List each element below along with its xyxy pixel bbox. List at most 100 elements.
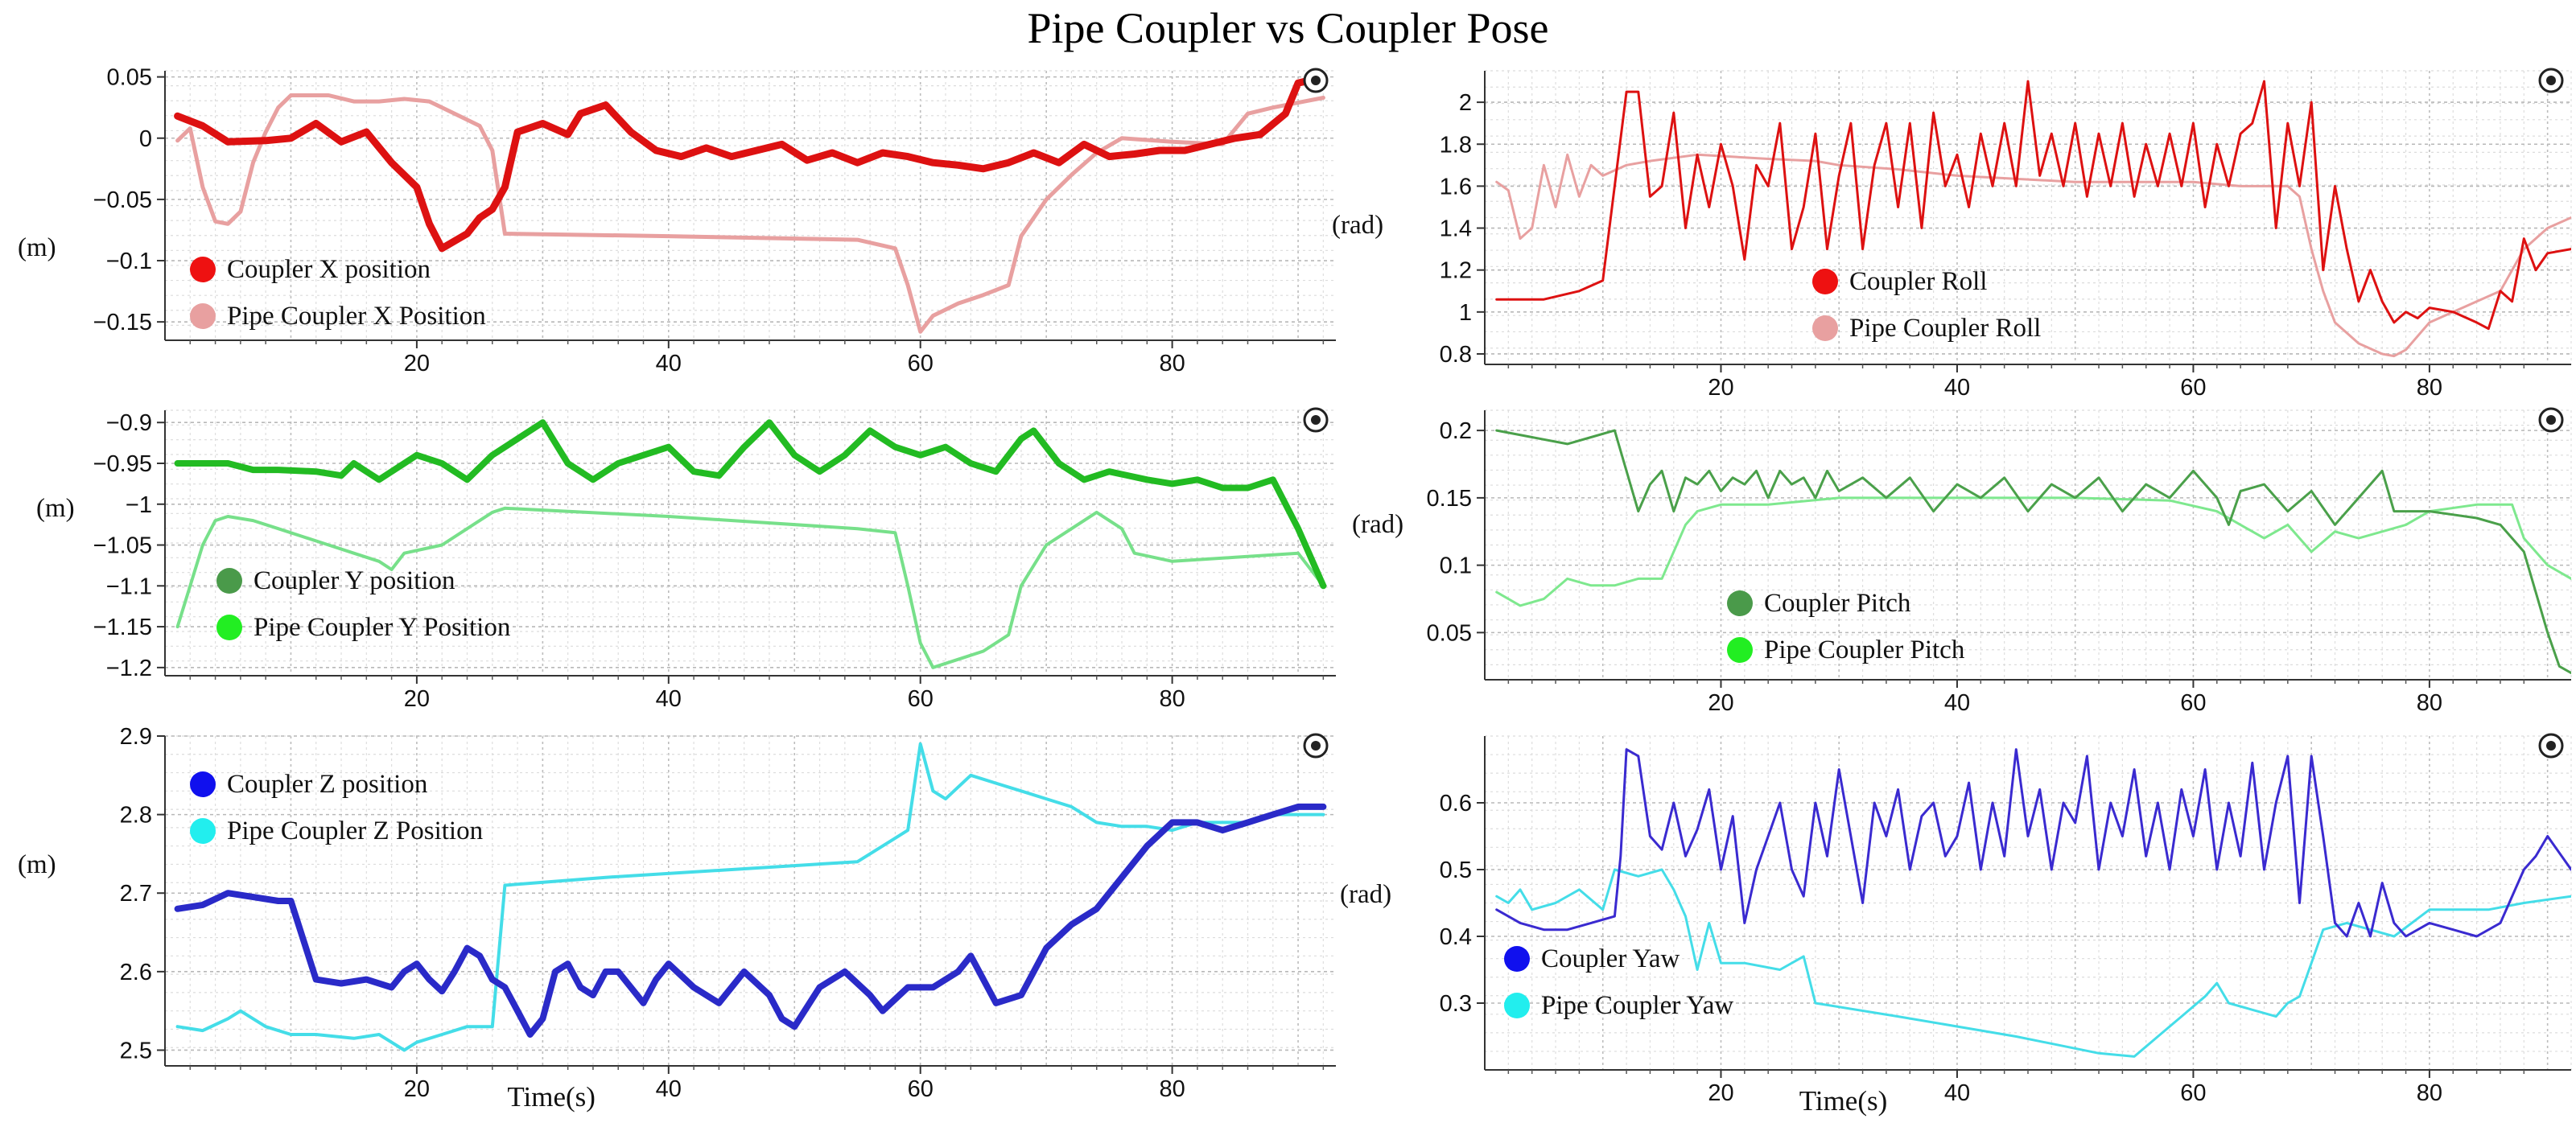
y-tick-label: 0.6: [1440, 791, 1472, 816]
legend-marker: [1504, 993, 1530, 1018]
legend-marker: [190, 257, 216, 282]
x-tick-label: 80: [2417, 690, 2442, 716]
y-tick-label: 0.15: [1427, 486, 1472, 512]
figure-title: Pipe Coupler vs Coupler Pose: [1027, 4, 1549, 52]
legend-marker: [1812, 315, 1838, 341]
y-tick-label: 1.2: [1440, 258, 1472, 284]
y-axis-unit: (m): [18, 850, 56, 879]
x-tick-label: 60: [908, 351, 934, 376]
y-tick-label: 0.3: [1440, 991, 1472, 1017]
eye-icon[interactable]: [1303, 407, 1329, 433]
y-tick-label: −0.15: [93, 310, 152, 335]
x-tick-label: 20: [1708, 690, 1733, 716]
y-tick-label: 1: [1459, 300, 1472, 326]
x-axis-title: Time(s): [507, 1081, 596, 1113]
y-tick-label: 1.6: [1440, 174, 1472, 199]
legend-marker: [190, 771, 216, 797]
y-tick-label: 2.9: [120, 724, 152, 750]
y-tick-label: −1.15: [93, 615, 152, 640]
y-tick-label: −0.1: [106, 249, 152, 274]
legend-label: Coupler Y position: [253, 566, 455, 595]
x-tick-label: 80: [1159, 686, 1185, 712]
y-tick-label: 0.05: [1427, 620, 1472, 646]
legend-label: Pipe Coupler Roll: [1849, 314, 2041, 343]
y-tick-label: −1: [126, 492, 152, 518]
x-tick-label: 60: [2180, 690, 2206, 716]
y-tick-label: 2.5: [120, 1038, 152, 1063]
y-tick-label: 2.8: [120, 803, 152, 829]
y-tick-label: −0.95: [93, 451, 152, 477]
x-tick-label: 40: [1944, 690, 1970, 716]
series-line-y-position-0: [174, 419, 1327, 590]
y-axis-unit: (rad): [1340, 880, 1391, 909]
y-tick-label: −0.05: [93, 187, 152, 213]
legend-marker: [190, 818, 216, 844]
series-line-yaw-0: [1495, 748, 2571, 938]
legend-label: Coupler X position: [227, 255, 431, 284]
y-tick-label: −0.9: [106, 410, 152, 436]
y-axis-unit: (rad): [1332, 211, 1383, 240]
y-tick-label: 0: [139, 126, 152, 152]
x-tick-label: 20: [404, 1076, 430, 1102]
grid: [164, 409, 1336, 677]
legend-label: Coupler Pitch: [1764, 589, 1911, 618]
legend-label: Pipe Coupler Y Position: [253, 613, 510, 642]
legend-label: Pipe Coupler Pitch: [1764, 635, 1965, 664]
series-line-z-position-0: [174, 803, 1327, 1038]
panel-z-position: 2.5 2.6 2.7 2.8 2.9 20 40 60 80 (m) Time(s) Coupler…: [18, 724, 1336, 1113]
legend-marker: [1504, 946, 1530, 972]
panel-roll: 0.8 1 1.2 1.4 1.6 1.8 2 20 40 60 80 (rad) Coupler Ro…: [1332, 68, 2572, 401]
x-tick-label: 40: [1944, 1080, 1970, 1106]
eye-icon[interactable]: [2538, 407, 2564, 433]
x-tick-label: 20: [404, 686, 430, 712]
legend-label: Coupler Yaw: [1541, 944, 1680, 973]
y-tick-label: 0.05: [107, 65, 152, 91]
y-tick-label: 2.6: [120, 960, 152, 985]
x-tick-label: 60: [2180, 375, 2206, 401]
series-line-roll-1: [1495, 153, 2571, 358]
series-line-pitch-0: [1495, 429, 2571, 675]
x-tick-label: 40: [656, 1076, 682, 1102]
eye-icon[interactable]: [1303, 68, 1329, 93]
x-tick-label: 40: [1944, 375, 1970, 401]
x-tick-label: 40: [656, 686, 682, 712]
x-tick-label: 80: [2417, 375, 2442, 401]
y-tick-label: 1.4: [1440, 216, 1472, 242]
x-tick-label: 60: [2180, 1080, 2206, 1106]
legend-label: Coupler Z position: [227, 770, 427, 799]
y-tick-label: 0.4: [1440, 924, 1472, 950]
y-tick-label: 0.8: [1440, 342, 1472, 368]
legend-marker: [1727, 637, 1753, 663]
y-tick-label: −1.1: [106, 574, 152, 599]
x-tick-label: 20: [404, 351, 430, 376]
legend-label: Pipe Coupler X Position: [227, 302, 486, 331]
legend-marker: [216, 615, 242, 640]
legend-label: Pipe Coupler Yaw: [1541, 991, 1733, 1020]
y-axis-unit: (m): [36, 494, 75, 523]
x-axis-title: Time(s): [1799, 1085, 1888, 1117]
series-line-roll-0: [1495, 80, 2571, 331]
y-tick-label: 1.8: [1440, 132, 1472, 158]
y-axis-unit: (rad): [1352, 510, 1403, 539]
panel-y-position: −0.9 −0.95 −1 −1.05 −1.1 −1.15 −1.2 20 40 60 80 (m)…: [36, 407, 1336, 712]
x-tick-label: 80: [1159, 1076, 1185, 1102]
legend-marker: [190, 303, 216, 329]
eye-icon[interactable]: [1303, 733, 1329, 759]
legend-marker: [1812, 269, 1838, 294]
x-tick-label: 20: [1708, 1080, 1733, 1106]
y-tick-label: 0.2: [1440, 418, 1472, 444]
y-axis-unit: (m): [18, 233, 56, 262]
eye-icon[interactable]: [2538, 68, 2564, 93]
legend-label: Coupler Roll: [1849, 267, 1987, 296]
panel-pitch: 0.05 0.1 0.15 0.2 20 40 60 80 (rad) Coupler Pitch…: [1352, 407, 2572, 716]
x-tick-label: 60: [908, 1076, 934, 1102]
x-tick-label: 20: [1708, 375, 1733, 401]
legend-marker: [216, 568, 242, 594]
y-tick-label: 0.1: [1440, 553, 1472, 579]
eye-icon[interactable]: [2538, 733, 2564, 759]
x-tick-label: 60: [908, 686, 934, 712]
panel-yaw: 0.3 0.4 0.5 0.6 20 40 60 80 (rad) Time(s) Coupler …: [1340, 733, 2572, 1117]
y-tick-label: 2.7: [120, 881, 152, 907]
series-line-x-position-1: [175, 93, 1325, 334]
series-line-yaw-1: [1495, 868, 2571, 1058]
